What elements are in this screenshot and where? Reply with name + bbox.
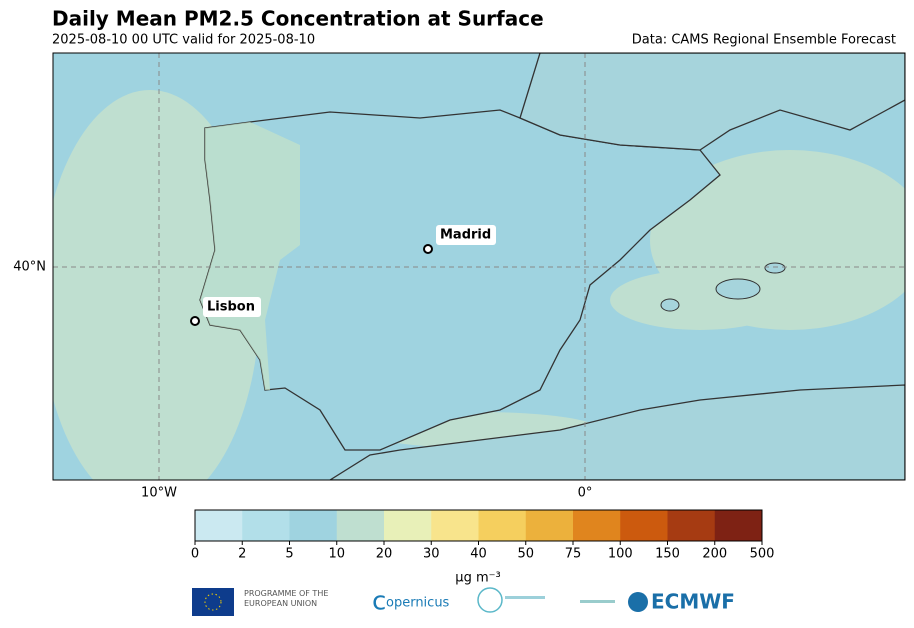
colorbar-bin	[431, 510, 479, 541]
atmosphere-logo	[477, 587, 503, 613]
label-box	[203, 297, 261, 317]
colorbar-tick-label: 0	[191, 547, 199, 562]
colorbar-bin	[573, 510, 621, 541]
colorbar-tick-label: 75	[565, 547, 582, 562]
colorbar-bin	[289, 510, 338, 541]
mallorca	[715, 278, 761, 300]
city-marker	[423, 244, 433, 254]
colorbar-tick-label: 5	[285, 547, 293, 562]
africa	[328, 384, 905, 480]
lon-label: 0°	[578, 486, 593, 501]
portugal-haze	[200, 122, 300, 390]
implemented-by	[580, 600, 615, 603]
colorbar-label: μg m⁻³	[455, 571, 500, 586]
colorbar-tick-label: 150	[655, 547, 680, 562]
colorbar-tick-label: 10	[328, 547, 345, 562]
colorbar-tick-label: 50	[517, 547, 534, 562]
ecmwf-logo: ECMWF	[651, 590, 735, 614]
map: Madrid Lisbon	[53, 53, 905, 480]
city-label: Madrid	[440, 228, 491, 243]
lat-label: 40°N	[13, 260, 46, 275]
copernicus-logo: opernicus	[386, 596, 450, 611]
title: Daily Mean PM2.5 Concentration at Surfac…	[52, 7, 544, 31]
colorbar-tick-label: 2	[238, 547, 246, 562]
colorbar-tick-label: 40	[470, 547, 487, 562]
subtitle: 2025-08-10 00 UTC valid for 2025-08-10	[52, 33, 315, 48]
menorca	[764, 262, 786, 274]
haze	[610, 270, 790, 330]
colorbar-bin	[384, 510, 432, 541]
city-marker	[190, 316, 200, 326]
lon-label: 10°W	[141, 486, 177, 501]
eu-stars	[204, 593, 222, 611]
colorbar-bin	[242, 510, 290, 541]
copernicus-c: c	[372, 587, 386, 617]
colorbar-bin	[620, 510, 668, 541]
eu-text-box: PROGRAMME OF THE EUROPEAN UNION	[244, 589, 329, 608]
colorbar: 0 2 5 10 20 30 40 50 75 100 150 200 500	[191, 509, 775, 562]
colorbar-bin	[667, 510, 716, 541]
colorbar-tick-label: 500	[750, 547, 775, 562]
colorbar-tick-label: 100	[608, 547, 633, 562]
colorbar-bin	[478, 510, 527, 541]
source: Data: CAMS Regional Ensemble Forecast	[632, 33, 896, 48]
eu-flag	[192, 588, 234, 616]
eu-text: PROGRAMME OF THE EUROPEAN UNION	[244, 589, 329, 608]
map-frame	[52, 52, 906, 481]
city-label: Lisbon	[207, 300, 255, 315]
colorbar-tick-label: 20	[376, 547, 393, 562]
colorbar-tick-label: 30	[423, 547, 440, 562]
france	[519, 53, 905, 151]
colorbar-tick-label: 200	[702, 547, 727, 562]
label-box	[436, 225, 496, 245]
ecmwf-mark	[628, 592, 648, 612]
colorbar-bin	[336, 510, 385, 541]
colorbar-bin	[714, 510, 763, 541]
colorbar-bin	[525, 510, 574, 541]
atmosphere-text	[505, 596, 545, 599]
ibiza	[660, 298, 680, 312]
colorbar-bin	[195, 510, 243, 541]
